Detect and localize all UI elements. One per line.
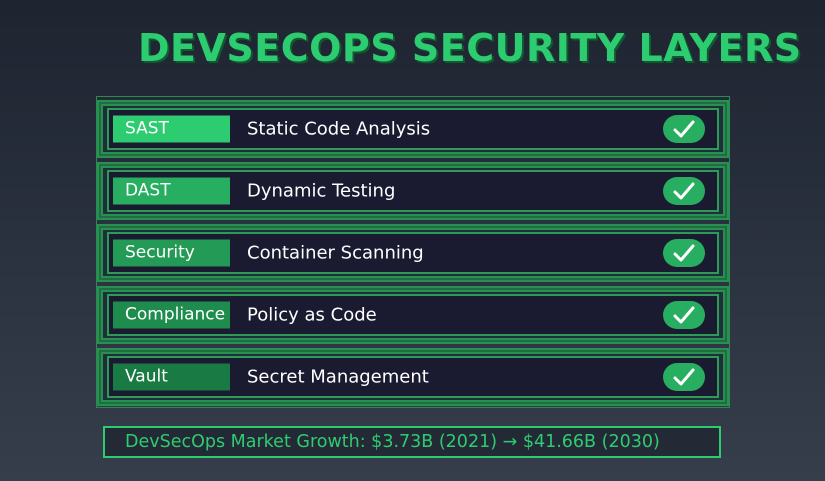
- layer-row-compliance: Compliance Policy as Code: [97, 286, 729, 344]
- layer-tag: Security: [113, 239, 230, 267]
- layer-description: Static Code Analysis: [247, 118, 431, 140]
- layer-row-inner: SAST Static Code Analysis: [107, 108, 719, 150]
- layer-description: Secret Management: [247, 366, 429, 388]
- layer-tag: Compliance: [113, 301, 230, 329]
- layer-tag: Vault: [113, 363, 230, 391]
- checkmark-icon: [663, 239, 705, 267]
- layer-row-inner: Compliance Policy as Code: [107, 294, 719, 336]
- layer-tag: DAST: [113, 177, 230, 205]
- layer-description: Container Scanning: [247, 242, 424, 264]
- checkmark-icon: [663, 177, 705, 205]
- layer-row-inner: Security Container Scanning: [107, 232, 719, 274]
- layer-row-sast: SAST Static Code Analysis: [97, 100, 729, 158]
- layer-row-vault: Vault Secret Management: [97, 348, 729, 406]
- layer-row-inner: DAST Dynamic Testing: [107, 170, 719, 212]
- layer-row-inner: Vault Secret Management: [107, 356, 719, 398]
- layer-tag: SAST: [113, 115, 230, 143]
- checkmark-icon: [663, 115, 705, 143]
- layer-description: Dynamic Testing: [247, 180, 396, 202]
- layer-row-security: Security Container Scanning: [97, 224, 729, 282]
- checkmark-icon: [663, 301, 705, 329]
- security-layers-panel: SAST Static Code Analysis DAST Dynamic T…: [96, 96, 730, 408]
- layer-description: Policy as Code: [247, 304, 377, 326]
- checkmark-icon: [663, 363, 705, 391]
- page-title: DEVSECOPS SECURITY LAYERS: [138, 26, 802, 70]
- market-growth-banner: DevSecOps Market Growth: $3.73B (2021) →…: [103, 426, 721, 458]
- layer-row-dast: DAST Dynamic Testing: [97, 162, 729, 220]
